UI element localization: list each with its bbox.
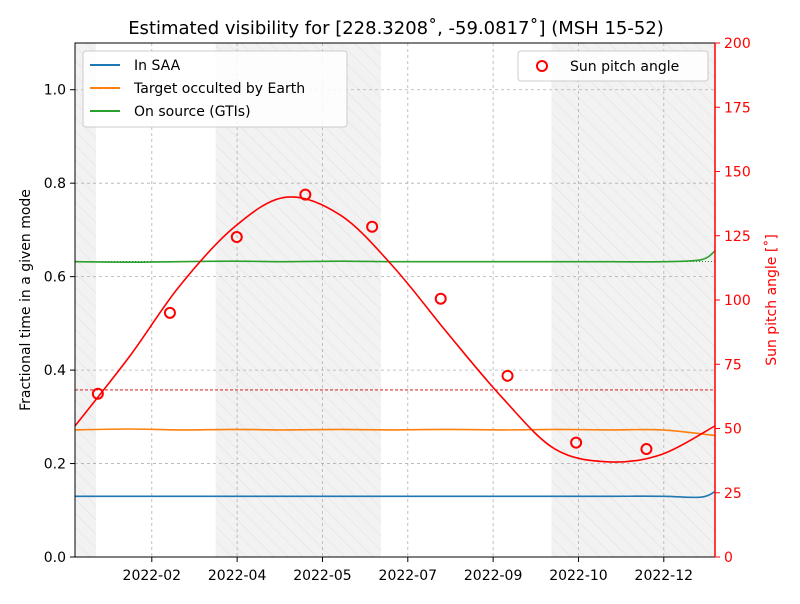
sun-pitch-marker [640, 443, 653, 456]
series-line-in-saa [75, 490, 715, 499]
legend-marker-sun-pitch [536, 60, 548, 72]
x-tick-label: 2022-05 [293, 568, 352, 584]
chart-title: Estimated visibility for [228.3208˚, -59… [128, 18, 664, 39]
x-tick-label: 2022-09 [464, 568, 523, 584]
legend-left-box [82, 50, 348, 128]
y-left-tick-label: 0.0 [44, 550, 66, 566]
series-line-on-source-gtis [75, 250, 715, 264]
x-tick-label: 2022-10 [549, 568, 608, 584]
y-right-tick-label: 75 [724, 357, 742, 373]
legend-label-in-saa: In SAA [134, 58, 181, 74]
sun-pitch-marker [230, 231, 243, 244]
y-left-tick-label: 0.8 [44, 176, 66, 192]
x-tick-label: 2022-04 [208, 568, 267, 584]
y-axis-right-label: Sun pitch angle [˚] [763, 234, 780, 366]
sun-pitch-marker [91, 387, 104, 400]
y-left-tick-label: 0.2 [44, 457, 66, 473]
shaded-region-0 [75, 43, 97, 557]
y-right-tick-label: 50 [724, 422, 742, 438]
sun-pitch-marker [163, 306, 176, 319]
series-line-target-occulted-by-earth [75, 428, 715, 437]
legend-right: Sun pitch angle [517, 50, 709, 82]
shaded-region-2 [551, 43, 715, 557]
x-tick-label: 2022-02 [123, 568, 182, 584]
y-axis-left-label: Fractional time in a given mode [18, 189, 34, 411]
y-left-tick-label: 0.4 [44, 363, 66, 379]
y-right-tick-label: 100 [724, 293, 751, 309]
sun-pitch-marker [570, 436, 583, 449]
sun-pitch-marker [366, 220, 379, 233]
y-left-tick-label: 0.6 [44, 270, 66, 286]
y-right-tick-label: 175 [724, 100, 751, 116]
sun-pitch-marker [501, 369, 514, 382]
x-tick-label: 2022-07 [379, 568, 438, 584]
sun-pitch-marker [299, 188, 312, 201]
y-left-tick-label: 1.0 [44, 83, 66, 99]
y-right-tick-label: 0 [724, 550, 733, 566]
y-right-tick-label: 150 [724, 165, 751, 181]
legend-left: In SAA Target occulted by Earth On sourc… [82, 50, 348, 128]
sun-pitch-marker [434, 292, 447, 305]
legend-label-on-source: On source (GTIs) [134, 104, 251, 120]
y-right-tick-label: 125 [724, 229, 751, 245]
y-right-tick-label: 200 [724, 36, 751, 52]
legend-label-occulted: Target occulted by Earth [133, 81, 305, 97]
y-right-tick-label: 25 [724, 486, 742, 502]
series-line-sun-pitch-angle [75, 196, 715, 463]
shaded-region-1 [215, 43, 381, 557]
legend-label-sun-pitch: Sun pitch angle [570, 59, 679, 75]
legend-right-box [517, 50, 709, 82]
x-tick-label: 2022-12 [635, 568, 694, 584]
